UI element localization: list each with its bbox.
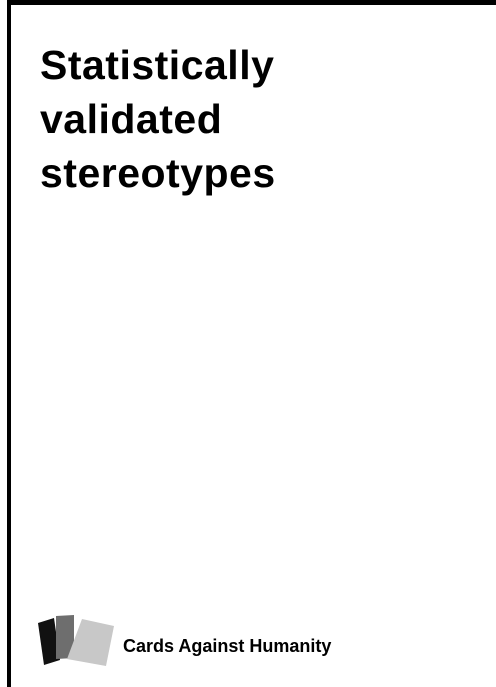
brand-label: Cards Against Humanity [123,636,332,656]
stacked-cards-icon [38,615,114,666]
logo-card-dark-gray [56,615,74,659]
card-text: Statistically validated stereotypes [40,42,276,196]
card-top-edge [7,0,496,5]
card-left-edge [7,0,11,687]
logo-card-light-gray [67,619,114,666]
card-footer: Cards Against Humanity [36,612,456,672]
logo-card-black [38,618,60,665]
